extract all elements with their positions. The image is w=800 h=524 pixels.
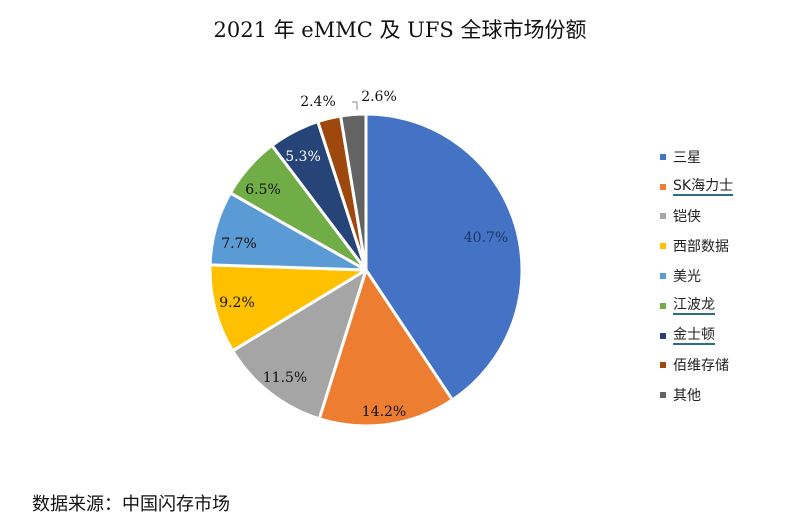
slice-data-label: 14.2% — [362, 404, 406, 420]
slice-data-label: 40.7% — [464, 230, 508, 246]
legend-swatch — [660, 302, 666, 309]
legend-label: 江波龙 — [673, 296, 715, 315]
slice-data-label: 2.4% — [300, 94, 336, 110]
legend-item: 金士顿 — [660, 321, 733, 351]
data-source-note: 数据来源：中国闪存市场 — [32, 494, 230, 515]
slice-data-label: 5.3% — [285, 149, 321, 165]
slice-data-label: 7.7% — [221, 236, 257, 252]
label-leader-line — [352, 101, 358, 110]
legend-swatch — [660, 273, 666, 280]
legend-item: 其他 — [660, 380, 733, 410]
pie-slice — [317, 268, 454, 428]
legend-swatch — [660, 243, 666, 250]
legend-item: 铠侠 — [660, 202, 733, 232]
slice-data-label: 6.5% — [245, 182, 281, 198]
legend-swatch — [660, 183, 666, 190]
pie-slice — [339, 112, 368, 272]
legend-item: 江波龙 — [660, 291, 733, 321]
legend-item: 三星 — [660, 142, 733, 172]
legend-label: 金士顿 — [673, 326, 715, 345]
legend-label: 其他 — [673, 388, 701, 405]
legend-label: 佰维存储 — [673, 358, 729, 375]
legend-swatch — [660, 392, 666, 399]
legend-label: 铠侠 — [673, 209, 701, 226]
legend-item: 美光 — [660, 261, 733, 291]
legend-swatch — [660, 213, 666, 220]
legend-label: 西部数据 — [673, 239, 729, 256]
legend-label: 美光 — [673, 269, 701, 286]
legend-item: 佰维存储 — [660, 351, 733, 381]
slice-data-label: 11.5% — [263, 370, 307, 386]
legend-swatch — [660, 362, 666, 369]
slice-data-label: 2.6% — [361, 89, 397, 105]
pie-data-labels: 40.7% 14.2% 11.5% 9.2% 7.7% 6.5% 5.3% 2.4% 2.6% — [219, 89, 508, 420]
slice-data-label: 9.2% — [219, 295, 255, 311]
legend-label: SK海力士 — [673, 177, 734, 196]
legend-swatch — [660, 153, 666, 160]
legend-item: SK海力士 — [660, 172, 734, 202]
legend-item: 西部数据 — [660, 231, 733, 261]
pie-slices — [208, 112, 524, 428]
legend-swatch — [660, 332, 666, 339]
chart-legend: 三星 SK海力士铠侠西部数据美光江波龙金士顿佰维存储其他 — [660, 142, 734, 410]
pie-slice — [208, 263, 368, 353]
legend-label: 三星 — [673, 149, 701, 166]
pie-slice — [231, 268, 368, 421]
chart-title: 2021 年 eMMC 及 UFS 全球市场份额 — [213, 18, 587, 42]
